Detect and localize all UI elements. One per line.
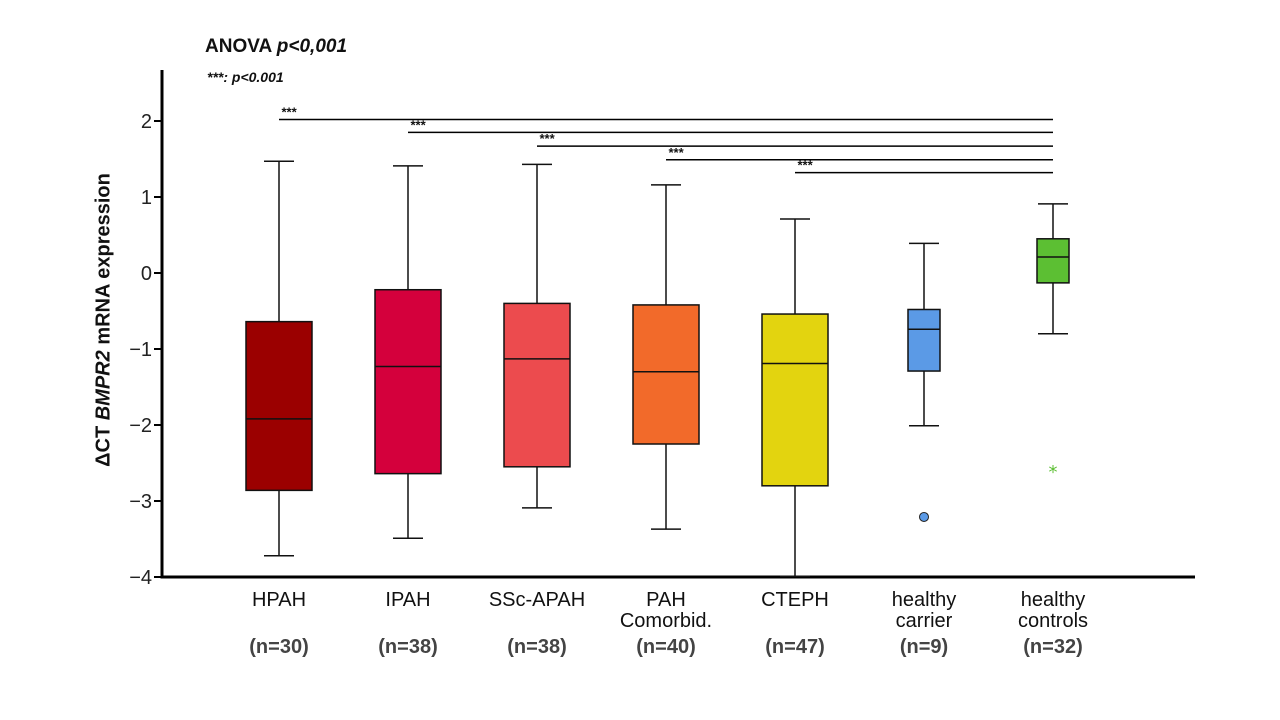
note-stars: ***: [207, 69, 229, 85]
y-tick-label: 2 [141, 111, 152, 133]
box-iqr [245, 320, 313, 492]
significance-stars: *** [668, 145, 684, 160]
significance-stars: *** [410, 117, 426, 132]
sample-size-label: (n=32) [1023, 636, 1082, 658]
category-label: IPAH [385, 589, 430, 611]
category-label: healthy [892, 589, 957, 611]
sample-size-label: (n=9) [900, 636, 948, 658]
category-label: CTEPH [761, 589, 829, 611]
category-label: controls [1018, 610, 1088, 632]
y-tick-label: 0 [141, 263, 152, 285]
box-iqr [632, 304, 700, 445]
significance-bracket: *** [666, 145, 1053, 161]
sample-size-label: (n=38) [507, 636, 566, 658]
box-4: CTEPH (n=47) [761, 218, 829, 658]
outlier-star: * [1049, 462, 1058, 483]
title-p-value: p<0,001 [276, 36, 348, 57]
category-label: Comorbid. [620, 610, 712, 632]
category-label: HPAH [252, 589, 306, 611]
significance-bracket: *** [795, 158, 1053, 174]
sample-size-label: (n=40) [636, 636, 695, 658]
chart-title: ANOVA p<0,001 [205, 36, 347, 58]
significance-note: ***: p<0.001 [207, 69, 284, 85]
significance-bracket: *** [279, 104, 1053, 121]
significance-stars: *** [539, 131, 555, 146]
box-2: SSc-APAH (n=38) [489, 163, 585, 658]
y-tick-label: −2 [129, 415, 152, 437]
box-iqr [374, 288, 442, 475]
category-label: SSc-APAH [489, 589, 585, 611]
box-0: HPAH (n=30) [245, 160, 313, 658]
outlier-point [919, 511, 929, 522]
box-iqr [1036, 238, 1070, 284]
note-p-value: p<0.001 [231, 69, 284, 85]
title-text: ANOVA [205, 36, 272, 57]
y-tick-label: −4 [129, 567, 152, 589]
sample-size-label: (n=47) [765, 636, 824, 658]
significance-bracket: *** [537, 131, 1053, 147]
significance-stars: *** [281, 104, 297, 119]
category-label: carrier [896, 610, 953, 632]
y-tick-label: −3 [129, 491, 152, 513]
box-iqr [761, 313, 829, 487]
box-iqr [503, 302, 571, 468]
significance-bracket: *** [408, 117, 1053, 134]
significance-stars: *** [797, 158, 813, 173]
box-iqr [907, 308, 941, 372]
sample-size-label: (n=38) [378, 636, 437, 658]
box-1: IPAH (n=38) [374, 165, 442, 658]
category-label: healthy [1021, 589, 1086, 611]
y-tick-label: −1 [129, 339, 152, 361]
sample-size-label: (n=30) [249, 636, 308, 658]
y-tick-label: 1 [141, 187, 152, 209]
category-label: PAH [646, 589, 686, 611]
